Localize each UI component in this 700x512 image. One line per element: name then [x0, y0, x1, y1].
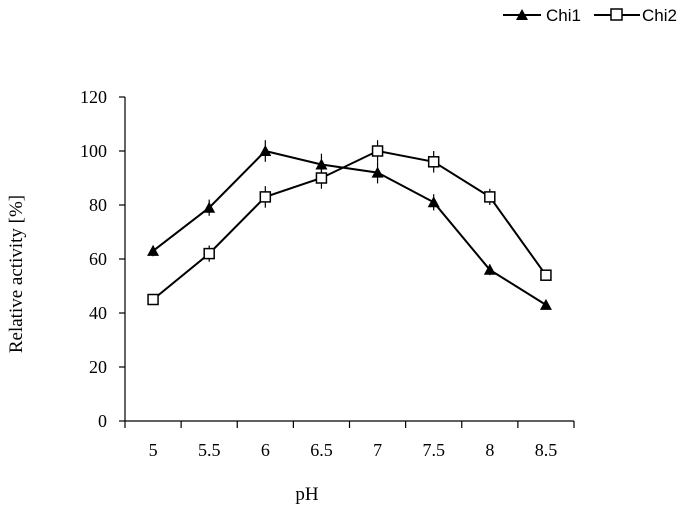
x-axis-title: pH	[295, 484, 319, 505]
series-chi2	[147, 140, 552, 306]
y-tick-labels: 0 20 40 60 80 100 120	[80, 87, 107, 431]
data-point-chi1	[427, 196, 440, 208]
y-tick-label: 40	[89, 303, 107, 323]
data-point-chi2	[259, 191, 272, 203]
data-point-chi1	[147, 244, 160, 256]
y-tick-label: 20	[89, 357, 107, 377]
data-point-chi2	[540, 269, 552, 281]
data-point-chi1	[259, 145, 272, 156]
legend-item-chi1: Chi1	[503, 6, 581, 25]
x-tick-label: 5.5	[198, 440, 221, 460]
data-point-chi2	[203, 247, 215, 260]
x-tick-label: 8	[485, 440, 494, 460]
y-axis	[119, 96, 126, 422]
x-tick-label: 8.5	[535, 440, 558, 460]
square-marker-icon	[610, 8, 623, 21]
data-point-chi1	[371, 166, 384, 178]
y-tick-label: 60	[89, 249, 107, 269]
series-chi1	[147, 140, 552, 310]
legend-label-chi2: Chi2	[642, 6, 677, 25]
x-tick-label: 6	[261, 440, 270, 460]
x-tick-label: 7.5	[422, 440, 445, 460]
y-tick-label: 100	[80, 141, 107, 161]
data-point-chi2	[147, 293, 159, 306]
x-tick-label: 7	[373, 440, 382, 460]
data-point-chi1	[539, 298, 552, 310]
y-tick-label: 0	[98, 411, 107, 431]
data-point-chi2	[427, 156, 440, 168]
x-tick-labels: 5 5.5 6 6.5 7 7.5 8 8.5	[149, 440, 558, 460]
legend: Chi1 Chi2	[503, 6, 677, 25]
data-point-chi1	[483, 263, 496, 275]
data-point-chi2	[484, 191, 496, 203]
legend-item-chi2: Chi2	[594, 6, 677, 25]
triangle-marker-icon	[516, 9, 528, 20]
data-point-chi2	[371, 145, 384, 157]
y-tick-label: 80	[89, 195, 107, 215]
data-point-chi1	[203, 201, 216, 213]
x-tick-label: 6.5	[310, 440, 333, 460]
series-layer	[147, 140, 552, 310]
legend-label-chi1: Chi1	[546, 6, 581, 25]
x-tick-label: 5	[149, 440, 158, 460]
data-point-chi1	[315, 158, 328, 170]
x-axis	[124, 420, 575, 428]
data-point-chi2	[315, 172, 328, 184]
y-axis-title: Relative activity [%]	[6, 195, 27, 353]
series-line-chi1	[152, 149, 547, 306]
series-line-chi2	[152, 149, 547, 301]
y-tick-label: 120	[80, 87, 107, 107]
